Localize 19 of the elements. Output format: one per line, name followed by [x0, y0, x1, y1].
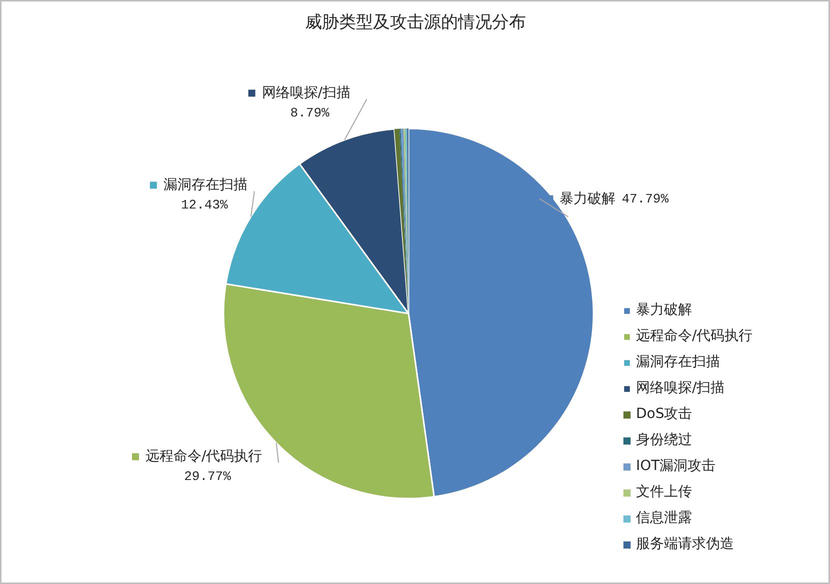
category-label: 网络嗅探/扫描 [636, 380, 725, 396]
legend-label: 漏洞存在扫描 [163, 177, 248, 194]
data-label: 47.79% [622, 191, 669, 206]
legend-label: 远程命令/代码执行 [146, 448, 262, 465]
data-label: 8.79% [290, 106, 330, 121]
legend-label: 信息泄露 [636, 509, 692, 528]
category-label: 漏洞存在扫描 [636, 354, 720, 370]
legend-label: DoS攻击 [636, 405, 692, 424]
category-label: 暴力破解 [636, 302, 692, 318]
legend-label: 服务端请求伪造 [636, 535, 734, 554]
legend-label: 文件上传 [636, 483, 692, 502]
legend-label: 网络嗅探/扫描 [262, 85, 351, 102]
legend-label: 暴力破解 [560, 190, 616, 207]
chart-title: 威胁类型及攻击源的情况分布 [305, 12, 526, 32]
category-label: 远程命令/代码执行 [636, 328, 753, 344]
legend-label: 身份绕过 [636, 431, 692, 450]
data-label: 29.77% [184, 469, 232, 484]
legend-label: IOT漏洞攻击 [636, 457, 716, 476]
data-label: 12.43% [180, 198, 228, 213]
